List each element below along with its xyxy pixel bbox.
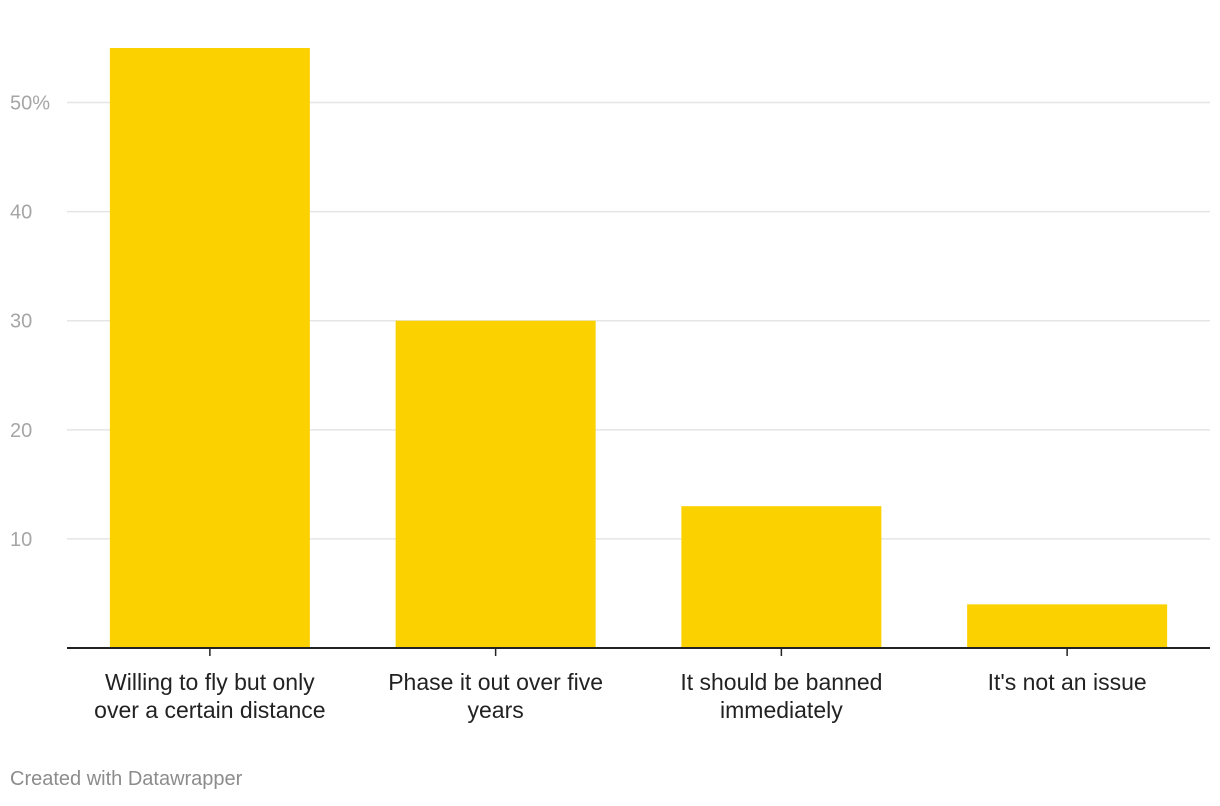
x-tick-label: Willing to fly but only over a certain di…	[94, 669, 325, 723]
bar	[967, 604, 1168, 648]
y-axis-tick-labels: 10 20 30 40 50%	[10, 93, 50, 551]
credit-text: Created with Datawrapper	[10, 768, 243, 790]
x-tick-label: It's not an issue	[988, 669, 1147, 695]
bar	[109, 48, 310, 648]
x-axis	[67, 647, 1210, 656]
y-tick-label: 30	[10, 311, 32, 333]
bars	[109, 48, 1168, 648]
y-tick-label: 20	[10, 420, 32, 442]
y-tick-label: 50%	[10, 93, 50, 115]
bar	[395, 320, 596, 648]
bar	[681, 506, 882, 648]
y-tick-label: 40	[10, 202, 32, 224]
x-tick-label: It should be banned immediately	[680, 669, 882, 723]
x-tick-label: Phase it out over five years	[388, 669, 603, 723]
x-axis-category-labels: Willing to fly but only over a certain di…	[94, 669, 1147, 723]
y-tick-label: 10	[10, 529, 32, 551]
